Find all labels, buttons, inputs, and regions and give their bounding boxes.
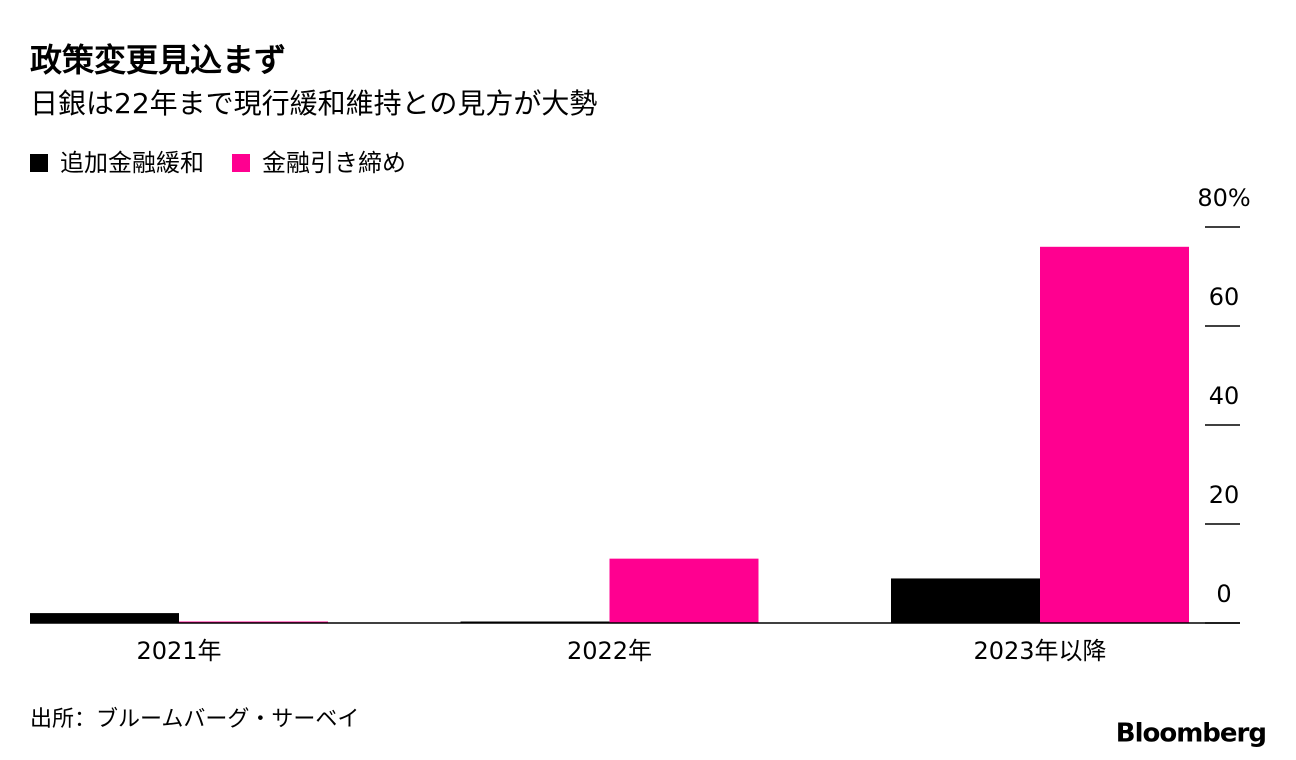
bar xyxy=(891,578,1040,623)
chart-title: 政策変更見込まず xyxy=(30,41,286,79)
x-tick-label: 2021年 xyxy=(136,637,221,665)
brand-logo: Bloomberg xyxy=(1116,719,1266,749)
y-tick-label: 40 xyxy=(1209,382,1240,410)
y-tick-label: 60 xyxy=(1209,283,1240,311)
legend-swatch xyxy=(30,154,48,172)
y-tick-label: 20 xyxy=(1209,481,1240,509)
y-tick-label: 80% xyxy=(1197,184,1250,212)
chart-subtitle: 日銀は22年まで現行緩和維持との見方が大勢 xyxy=(30,87,597,120)
legend-label: 金融引き締め xyxy=(262,149,406,177)
source: 出所：ブルームバーグ・サーベイ xyxy=(30,707,359,732)
x-tick-label: 2023年以降 xyxy=(973,637,1106,665)
bar xyxy=(1040,246,1189,624)
x-tick-label: 2022年 xyxy=(567,637,652,665)
bar xyxy=(609,558,759,623)
legend-swatch xyxy=(232,154,250,172)
bar xyxy=(30,613,179,623)
legend-label: 追加金融緩和 xyxy=(60,149,204,177)
y-tick-label: 0 xyxy=(1216,580,1231,608)
